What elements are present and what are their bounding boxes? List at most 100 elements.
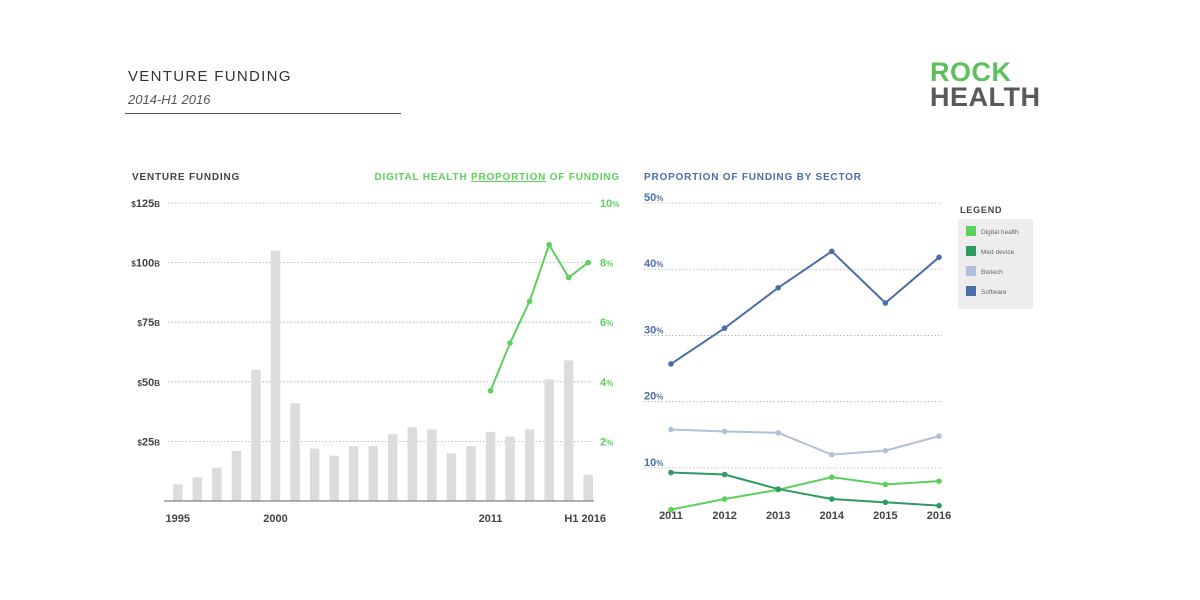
funding-bar	[388, 434, 398, 501]
funding-bar	[446, 453, 457, 501]
funding-bar	[583, 474, 593, 501]
logo-wordmark-top: ROCK	[930, 57, 1012, 87]
sector-point	[936, 502, 942, 509]
legend-label: Med device	[981, 249, 1015, 256]
sector-y-tick-label: 50%	[644, 192, 663, 204]
legend-label: Software	[981, 289, 1007, 296]
proportion-title-part: DIGITAL HEALTH	[375, 172, 471, 183]
page-title: VENTURE FUNDING	[128, 68, 292, 85]
sector-point	[775, 429, 781, 436]
funding-bar	[407, 427, 418, 501]
proportion-y-tick-label-unit: %	[606, 319, 613, 328]
funding-bar	[544, 379, 554, 501]
funding-bar	[348, 446, 359, 501]
sector-chart-title: PROPORTION OF FUNDING BY SECTOR	[644, 172, 862, 183]
sector-y-tick-label-unit: %	[656, 393, 663, 402]
proportion-title-part: PROPORTION	[471, 172, 546, 183]
sector-point	[936, 254, 942, 261]
funding-y-tick-label: $125B	[131, 198, 160, 210]
sector-y-tick-label-unit: %	[656, 459, 663, 468]
funding-bar	[485, 431, 496, 501]
legend-swatch	[966, 246, 976, 256]
proportion-y-tick-label: 6%	[600, 317, 613, 329]
sector-line-digital-health	[670, 476, 940, 511]
proportion-y-tick-label: 10%	[600, 198, 619, 210]
funding-bar	[251, 369, 261, 501]
proportion-y-tick-label: 4%	[600, 377, 613, 389]
proportion-point	[507, 340, 513, 346]
proportion-y-tick-label-unit: %	[606, 260, 613, 269]
funding-bar	[173, 484, 183, 501]
funding-y-tick-label-prefix: $	[138, 438, 143, 447]
proportion-line	[489, 242, 589, 392]
proportion-y-tick-label-number: 2	[600, 436, 606, 448]
sector-y-tick-label-unit: %	[656, 260, 663, 269]
sector-line-software	[670, 250, 940, 365]
funding-bar	[466, 446, 476, 501]
rock-health-logo: ROCK HEALTH	[930, 57, 1041, 112]
sector-x-tick-label: 2013	[766, 510, 790, 522]
sector-point	[882, 499, 889, 506]
sector-x-tick-label: 2015	[873, 510, 897, 522]
proportion-point	[546, 241, 552, 248]
funding-x-tick-label: H1 2016	[564, 513, 606, 525]
sector-y-tick-label-number: 10	[644, 457, 656, 469]
proportion-title: DIGITAL HEALTH PROPORTION OF FUNDING	[375, 172, 620, 183]
sector-point	[829, 451, 835, 458]
proportion-point	[565, 274, 572, 281]
sector-point	[775, 284, 781, 291]
funding-bar	[427, 429, 437, 501]
funding-bar	[563, 360, 574, 501]
proportion-title-part: OF FUNDING	[546, 172, 620, 183]
legend-swatch	[966, 266, 976, 276]
funding-bar	[524, 429, 535, 501]
funding-y-tick-label-number: 100	[136, 258, 154, 270]
proportion-point	[526, 298, 533, 305]
funding-x-tick-label: 2011	[479, 513, 503, 525]
proportion-point	[487, 387, 494, 394]
sector-point	[829, 474, 835, 480]
sector-point	[721, 428, 728, 435]
sector-x-tick-label: 2011	[659, 510, 683, 522]
sector-point	[668, 469, 674, 476]
logo-wordmark-bottom: HEALTH	[930, 82, 1041, 112]
proportion-y-tick-label: 2%	[600, 436, 613, 448]
sector-point	[829, 248, 835, 255]
funding-y-tick-label-unit: B	[154, 260, 160, 269]
sector-x-tick-label: 2012	[712, 510, 736, 522]
funding-y-tick-label-unit: B	[154, 379, 160, 388]
funding-y-tick-label-number: 75	[142, 317, 154, 329]
funding-y-tick-label: $100B	[131, 258, 160, 270]
sector-y-tick-label-number: 50	[644, 192, 656, 204]
sector-point	[936, 478, 942, 484]
sector-y-tick-label: 10%	[644, 457, 663, 469]
funding-bar	[368, 446, 378, 501]
funding-y-tick-label: $25B	[138, 436, 161, 448]
funding-bar	[329, 455, 339, 501]
sector-point	[668, 506, 674, 513]
funding-y-tick-label-number: 125	[136, 198, 154, 210]
funding-y-tick-label-unit: B	[154, 319, 160, 328]
sector-y-tick-label: 30%	[644, 324, 663, 336]
proportion-point	[585, 259, 592, 266]
funding-y-tick-label-number: 50	[142, 377, 154, 389]
funding-bar	[192, 477, 203, 501]
funding-x-tick-label: 1995	[166, 513, 190, 525]
sector-y-tick-label-number: 20	[644, 391, 656, 403]
proportion-y-tick-label-unit: %	[612, 200, 619, 209]
page-subtitle: 2014-H1 2016	[128, 92, 211, 107]
funding-y-tick-label-number: 25	[142, 436, 154, 448]
funding-y-tick-label-prefix: $	[138, 319, 143, 328]
sector-point	[829, 496, 835, 502]
title-divider	[125, 113, 401, 114]
sector-x-tick-label: 2014	[820, 510, 845, 522]
sector-point	[882, 447, 889, 454]
sector-y-tick-label-unit: %	[656, 194, 663, 203]
funding-bar	[505, 436, 515, 501]
proportion-y-tick-label-number: 8	[600, 258, 606, 270]
funding-y-tick-label-prefix: $	[131, 260, 136, 269]
funding-bar	[270, 250, 281, 501]
funding-x-tick-label: 2000	[263, 513, 287, 525]
proportion-y-tick-label-unit: %	[606, 379, 613, 388]
